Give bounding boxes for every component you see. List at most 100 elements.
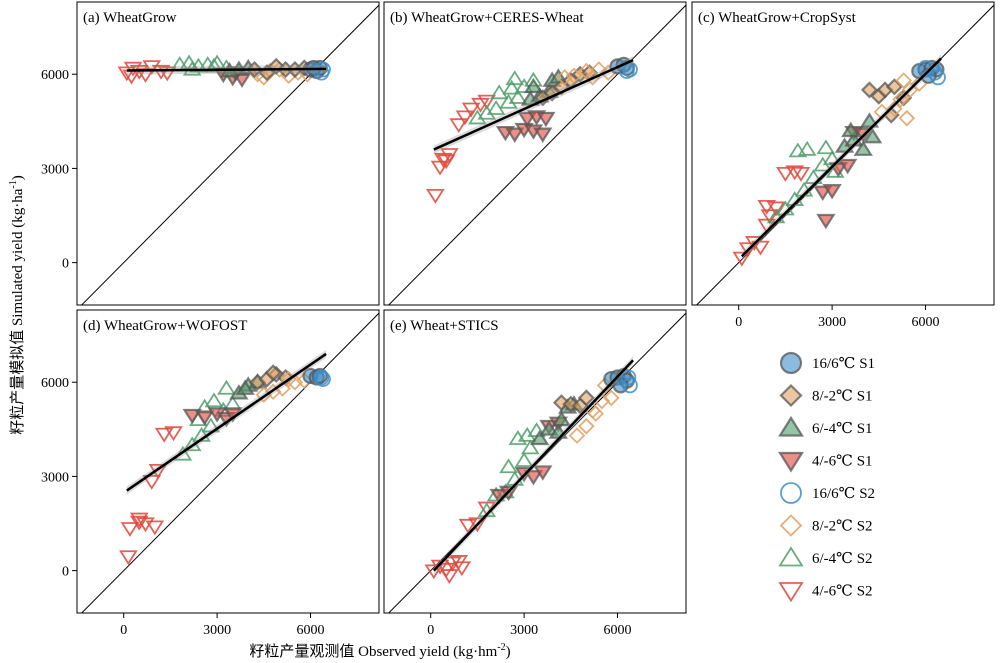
data-point: [499, 458, 518, 474]
x-tick-label: 0: [735, 315, 742, 330]
data-point: [142, 474, 162, 490]
data-point: [523, 470, 544, 486]
data-point: [204, 57, 224, 73]
data-point: [164, 426, 183, 442]
one-to-one-line: [387, 4, 686, 305]
legend-label: 6/-4℃ S2: [812, 551, 873, 567]
data-point: [433, 152, 453, 168]
data-point: [539, 420, 559, 436]
data-point: [841, 121, 861, 138]
data-point: [533, 465, 553, 481]
series-3: [495, 110, 556, 143]
data-point: [217, 379, 236, 395]
data-point: [142, 60, 162, 76]
data-point: [860, 81, 879, 99]
data-point: [514, 452, 534, 467]
data-point: [449, 118, 469, 134]
data-point: [543, 84, 561, 102]
panel-title: (b) WheatGrow+CERES-Wheat: [390, 10, 584, 26]
data-point: [264, 364, 282, 382]
series-3: [489, 416, 569, 505]
data-point: [536, 111, 556, 128]
data-point: [886, 100, 903, 118]
data-point: [508, 89, 528, 104]
series-8: [313, 369, 331, 387]
panel-frame: [76, 309, 380, 614]
data-point: [204, 392, 224, 408]
plot-area: [387, 312, 686, 613]
one-to-one-line: [80, 4, 379, 305]
panel-5: (e) Wheat+STICS 0 3000 6000: [383, 309, 687, 638]
x-tick-label: 0: [427, 623, 434, 638]
panel-4: (d) WheatGrow+WOFOST 0 3000 6000 0 3000 6000: [41, 309, 380, 638]
regression-line: [740, 57, 942, 258]
legend-marker-circle: [779, 351, 803, 375]
data-point: [898, 109, 916, 127]
data-point: [587, 405, 604, 422]
data-point: [901, 81, 919, 99]
legend-item: 4/-6℃ S1: [778, 451, 873, 473]
x-tick-label: 0: [120, 623, 127, 638]
panel-title: (e) Wheat+STICS: [390, 318, 499, 334]
data-point: [315, 371, 331, 387]
panel-1: (a) WheatGrow 0 3000 6000: [41, 1, 380, 306]
data-point: [816, 213, 836, 230]
data-point: [468, 517, 487, 533]
data-point: [477, 104, 497, 120]
data-point: [426, 188, 445, 204]
data-point: [776, 166, 795, 182]
data-point: [505, 127, 525, 143]
data-point: [551, 410, 572, 427]
data-point: [136, 68, 155, 83]
data-point: [885, 78, 903, 96]
legend-item: 8/-2℃ S1: [779, 383, 873, 408]
x-tick-label: 3000: [510, 623, 538, 638]
data-point: [785, 165, 805, 181]
data-point: [194, 410, 215, 426]
y-tick-label: 0: [62, 565, 69, 580]
panel-title: (d) WheatGrow+WOFOST: [83, 318, 247, 334]
data-point: [499, 93, 518, 109]
data-point: [822, 184, 842, 200]
y-axis-label: 籽粒产量模拟值 Simulated yield (kg·ha-1): [8, 175, 26, 435]
x-axis-label-sup: -2: [497, 642, 505, 653]
data-point: [738, 242, 758, 258]
legend-marker-diamond: [779, 514, 803, 537]
data-point: [620, 369, 637, 386]
data-point: [862, 127, 883, 144]
y-tick-label: 3000: [41, 162, 69, 177]
y-tick-label: 6000: [41, 376, 69, 391]
data-point: [603, 389, 620, 407]
panel-frame: [691, 1, 995, 306]
x-tick-label: 6000: [297, 623, 325, 638]
data-point: [182, 408, 202, 425]
panel-frame: [383, 309, 687, 614]
data-point: [732, 251, 752, 267]
legend-item: 6/-4℃ S2: [778, 546, 873, 567]
data-point: [568, 427, 586, 444]
panel-frame: [383, 1, 687, 306]
plot-area: [80, 312, 379, 613]
legend-item: 8/-2℃ S2: [779, 514, 873, 537]
x-tick-label: 3000: [818, 315, 846, 330]
data-point: [892, 91, 909, 108]
series-5: [552, 389, 595, 415]
y-axis-label-main: 籽粒产量模拟值 Simulated yield (kg·ha: [9, 188, 26, 435]
data-point: [757, 199, 777, 215]
panel-title: (a) WheatGrow: [83, 10, 177, 26]
panel-title: (c) WheatGrow+CropSyst: [698, 10, 857, 26]
data-point: [533, 127, 553, 143]
data-point: [895, 72, 912, 89]
legend-marker-triangle-up: [778, 415, 804, 437]
series-4: [834, 112, 883, 156]
data-point: [145, 520, 165, 536]
data-point: [129, 512, 149, 528]
panel-2: (b) WheatGrow+CERES-Wheat: [383, 1, 687, 306]
legend-item: 16/6℃ S2: [780, 482, 875, 504]
regression-line: [432, 359, 634, 572]
legend-label: 6/-4℃ S1: [812, 421, 873, 437]
data-point: [192, 426, 211, 442]
series-3: [182, 407, 243, 428]
regression-line: [433, 58, 634, 151]
